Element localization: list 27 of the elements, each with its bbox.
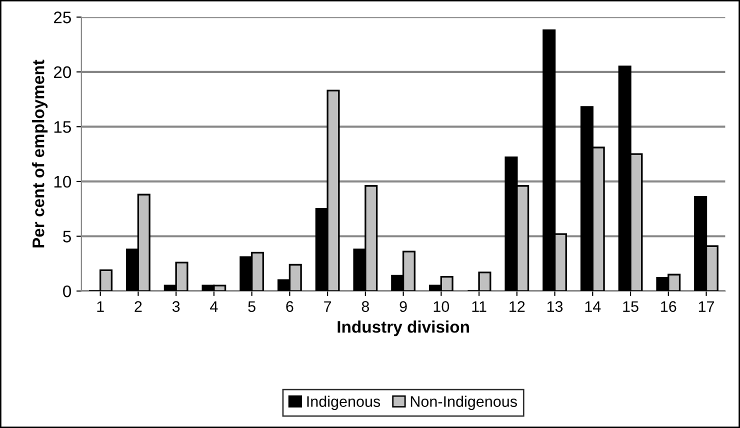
x-tick-label: 17 bbox=[698, 301, 714, 312]
y-axis-title: Per cent of employment bbox=[32, 60, 48, 248]
legend-label: Indigenous bbox=[307, 396, 380, 410]
y-tick-label: 15 bbox=[54, 121, 71, 133]
x-tick-label: 12 bbox=[510, 301, 525, 312]
y-tick-label: 5 bbox=[63, 230, 71, 242]
y-tick-label: 10 bbox=[54, 176, 72, 188]
x-tick-label: 7 bbox=[324, 301, 332, 312]
x-tick-label: 13 bbox=[547, 301, 563, 312]
x-tick-label: 1 bbox=[97, 301, 104, 312]
x-tick-label: 16 bbox=[661, 301, 676, 312]
x-tick-label: 6 bbox=[286, 301, 294, 312]
y-tick-label: 25 bbox=[54, 12, 71, 24]
x-tick-label: 9 bbox=[400, 301, 407, 312]
x-tick-label: 11 bbox=[472, 301, 486, 312]
x-tick-label: 3 bbox=[172, 301, 180, 312]
x-tick-label: 4 bbox=[210, 301, 218, 312]
x-axis-title: Industry division bbox=[338, 320, 469, 336]
x-tick-label: 2 bbox=[134, 301, 142, 312]
x-tick-label: 5 bbox=[248, 301, 256, 312]
y-tick-label: 20 bbox=[54, 66, 72, 78]
y-tick-label: 0 bbox=[63, 285, 72, 298]
x-tick-label: 15 bbox=[623, 301, 638, 312]
x-tick-label: 10 bbox=[434, 301, 450, 312]
legend-label: Non-Indigenous bbox=[410, 396, 517, 410]
x-tick-label: 14 bbox=[585, 301, 601, 312]
x-tick-label: 8 bbox=[362, 301, 370, 312]
